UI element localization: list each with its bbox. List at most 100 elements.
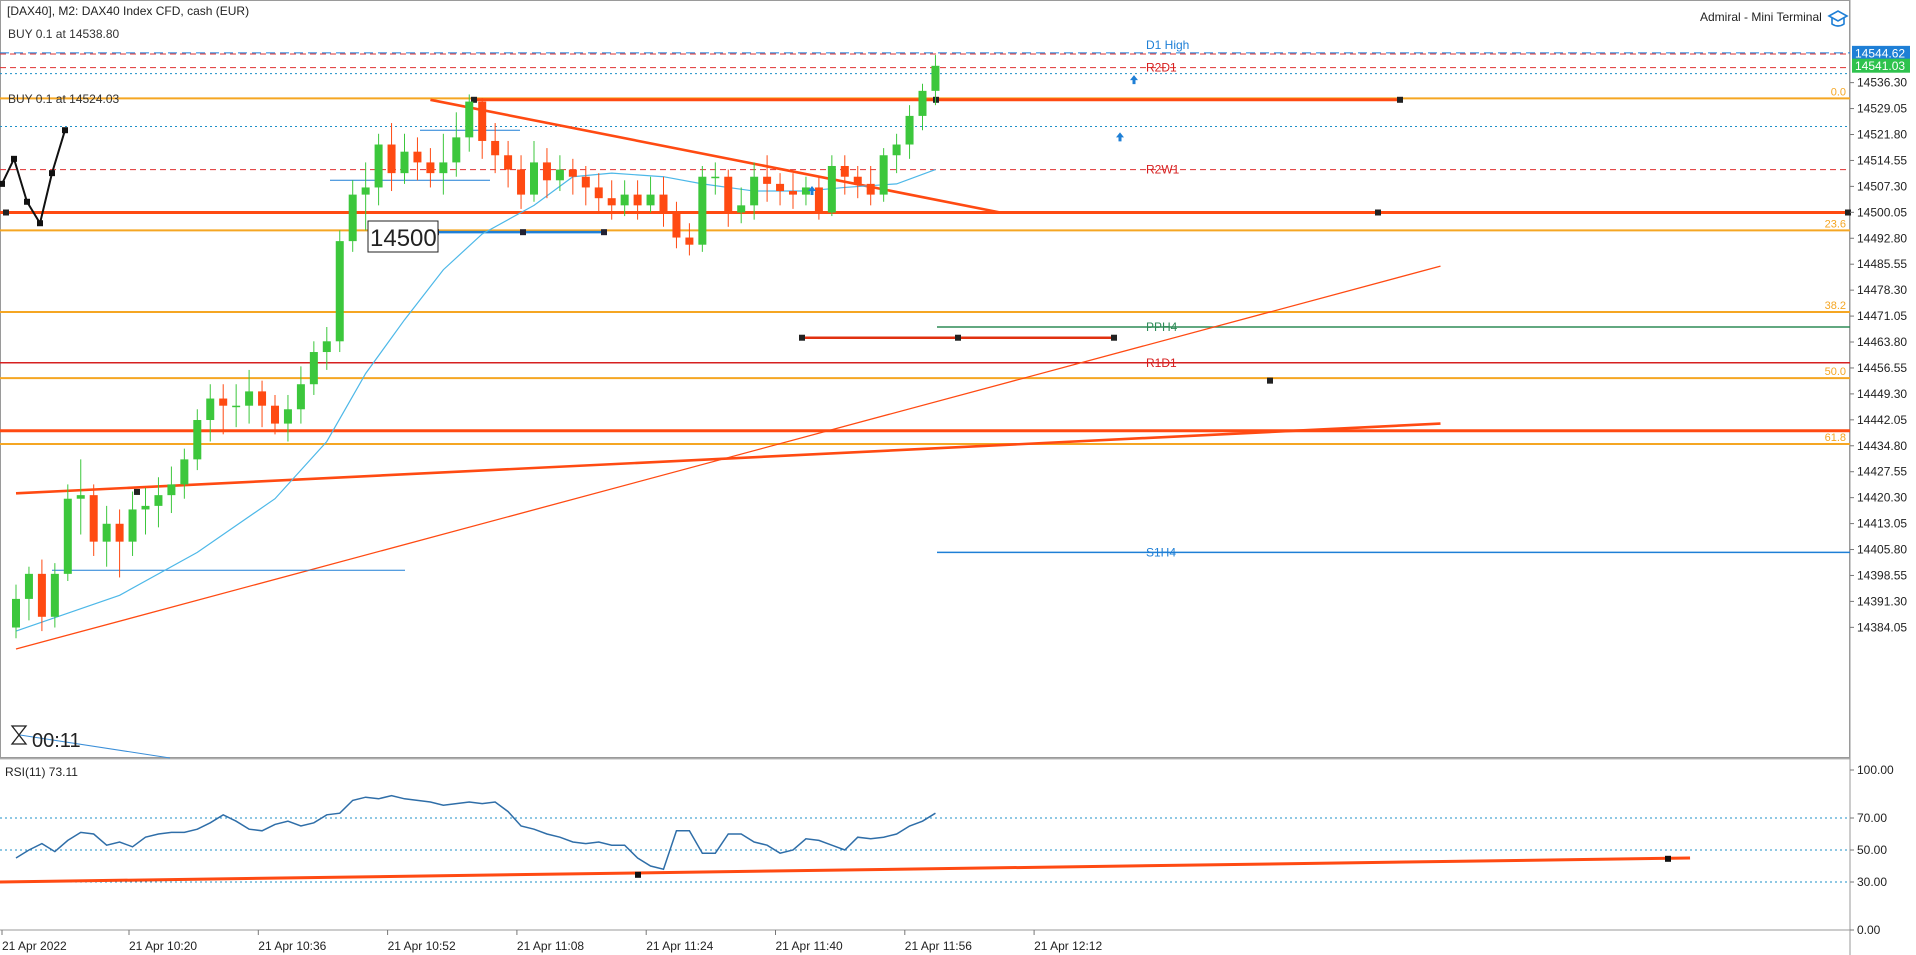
zigzag-point[interactable] bbox=[0, 180, 5, 187]
candle[interactable] bbox=[413, 151, 422, 163]
candle[interactable] bbox=[801, 187, 810, 195]
candle[interactable] bbox=[206, 398, 215, 421]
candle[interactable] bbox=[737, 205, 746, 213]
anchor-point[interactable] bbox=[955, 334, 961, 341]
candle[interactable] bbox=[193, 420, 202, 460]
candle[interactable] bbox=[465, 101, 474, 138]
zigzag-point[interactable] bbox=[11, 155, 17, 162]
candle[interactable] bbox=[853, 176, 862, 184]
candle[interactable] bbox=[63, 498, 72, 574]
candle[interactable] bbox=[348, 194, 357, 242]
candle[interactable] bbox=[892, 144, 901, 156]
candle[interactable] bbox=[374, 144, 383, 188]
candle[interactable] bbox=[24, 573, 33, 599]
anchor-point[interactable] bbox=[134, 488, 140, 495]
candle[interactable] bbox=[141, 505, 150, 510]
candle[interactable] bbox=[866, 183, 875, 195]
trendline[interactable] bbox=[15, 422, 1441, 495]
zigzag-point[interactable] bbox=[62, 127, 68, 134]
candle[interactable] bbox=[322, 341, 331, 353]
anchor-point[interactable] bbox=[635, 871, 641, 878]
candle[interactable] bbox=[219, 398, 228, 406]
anchor-point[interactable] bbox=[1375, 209, 1381, 216]
candle[interactable] bbox=[245, 391, 254, 406]
trendline[interactable] bbox=[430, 98, 1001, 214]
candle[interactable] bbox=[167, 484, 176, 496]
candle[interactable] bbox=[685, 237, 694, 245]
candle[interactable] bbox=[633, 194, 642, 206]
candle[interactable] bbox=[37, 573, 46, 617]
candle[interactable] bbox=[607, 198, 616, 206]
candle[interactable] bbox=[918, 90, 927, 116]
zigzag-point[interactable] bbox=[37, 220, 43, 227]
candle[interactable] bbox=[620, 194, 629, 206]
candle[interactable] bbox=[283, 409, 292, 424]
anchor-point[interactable] bbox=[933, 96, 939, 103]
zigzag-point[interactable] bbox=[49, 170, 55, 177]
candle[interactable] bbox=[387, 144, 396, 174]
candle[interactable] bbox=[581, 176, 590, 188]
trendline[interactable] bbox=[15, 265, 1441, 650]
zigzag-line[interactable] bbox=[1, 129, 66, 226]
candle[interactable] bbox=[115, 523, 124, 542]
candle[interactable] bbox=[504, 155, 513, 170]
anchor-point[interactable] bbox=[1267, 377, 1273, 384]
candle[interactable] bbox=[594, 187, 603, 199]
candle[interactable] bbox=[361, 187, 370, 195]
terminal-name[interactable]: Admiral - Mini Terminal bbox=[1700, 10, 1822, 24]
candle[interactable] bbox=[776, 183, 785, 192]
candle[interactable] bbox=[439, 162, 448, 174]
candle[interactable] bbox=[789, 191, 797, 195]
rsi-trendline[interactable] bbox=[0, 856, 1691, 884]
order-label-2[interactable]: BUY 0.1 at 14524.03 bbox=[8, 92, 120, 106]
anchor-point[interactable] bbox=[3, 209, 9, 216]
candle[interactable] bbox=[154, 495, 163, 506]
candle[interactable] bbox=[711, 176, 720, 179]
candle[interactable] bbox=[568, 169, 577, 177]
buy-arrow-icon[interactable] bbox=[1116, 132, 1124, 142]
candle[interactable] bbox=[724, 176, 733, 213]
candle[interactable] bbox=[128, 509, 137, 542]
candle[interactable] bbox=[426, 162, 435, 174]
candle[interactable] bbox=[478, 101, 487, 141]
candle[interactable] bbox=[542, 162, 551, 181]
candle[interactable] bbox=[517, 169, 526, 195]
candle[interactable] bbox=[12, 598, 20, 628]
candle[interactable] bbox=[89, 495, 98, 542]
candle[interactable] bbox=[646, 194, 655, 206]
zigzag-point[interactable] bbox=[24, 198, 30, 205]
candle[interactable] bbox=[555, 169, 564, 181]
order-label-1[interactable]: BUY 0.1 at 14538.80 bbox=[8, 27, 120, 41]
candle[interactable] bbox=[271, 405, 279, 424]
candle[interactable] bbox=[50, 573, 59, 617]
helper-line[interactable] bbox=[19, 734, 171, 759]
rsi-line[interactable] bbox=[15, 794, 936, 871]
anchor-point[interactable] bbox=[601, 229, 607, 236]
candle[interactable] bbox=[672, 212, 681, 238]
candle[interactable] bbox=[309, 352, 318, 385]
anchor-point[interactable] bbox=[1845, 209, 1851, 216]
level-tag-box[interactable] bbox=[367, 220, 439, 253]
anchor-point[interactable] bbox=[799, 334, 805, 341]
candle[interactable] bbox=[180, 459, 189, 485]
candle[interactable] bbox=[750, 176, 759, 206]
candle[interactable] bbox=[698, 176, 707, 245]
candle[interactable] bbox=[258, 391, 267, 406]
anchor-point[interactable] bbox=[1111, 334, 1117, 341]
candle[interactable] bbox=[827, 165, 836, 213]
candle[interactable] bbox=[840, 165, 849, 177]
anchor-point[interactable] bbox=[520, 229, 526, 236]
candle[interactable] bbox=[763, 176, 772, 184]
anchor-point[interactable] bbox=[471, 96, 477, 103]
candle[interactable] bbox=[296, 384, 305, 410]
candle[interactable] bbox=[400, 151, 409, 174]
candle[interactable] bbox=[879, 155, 888, 195]
candle[interactable] bbox=[659, 194, 668, 213]
candle[interactable] bbox=[905, 115, 914, 145]
candle[interactable] bbox=[530, 162, 538, 195]
candle[interactable] bbox=[102, 523, 111, 542]
anchor-point[interactable] bbox=[1665, 855, 1671, 862]
buy-arrow-icon[interactable] bbox=[808, 186, 816, 196]
candle[interactable] bbox=[931, 65, 940, 91]
candle[interactable] bbox=[76, 495, 85, 499]
